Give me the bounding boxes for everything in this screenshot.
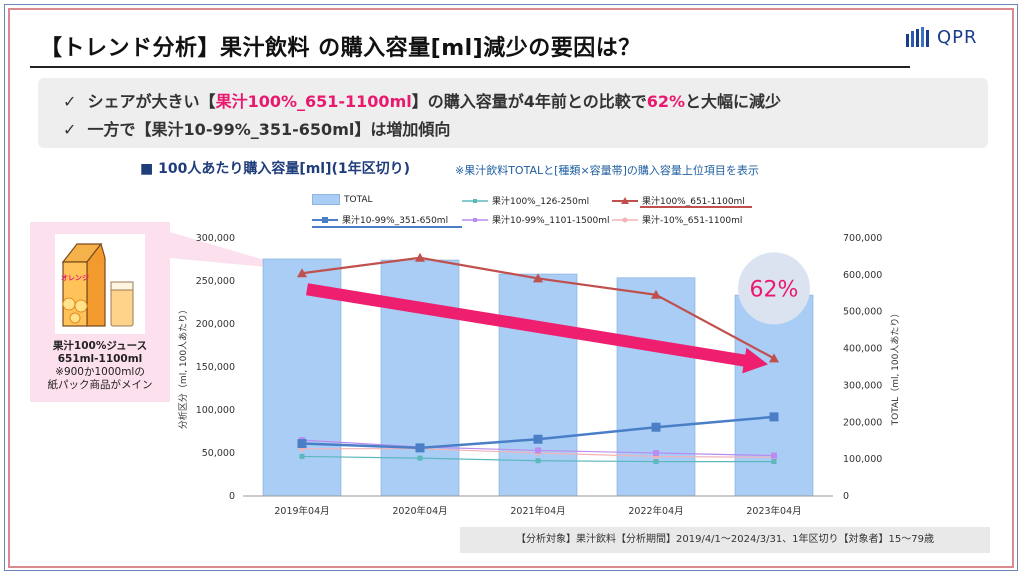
legend-underline-blue [312, 226, 462, 228]
summary-text: 】の購入容量が4年前との比較で [411, 92, 647, 111]
check-icon: ✓ [63, 120, 77, 139]
juice-title-2: 651ml-1100ml [57, 353, 143, 365]
juice-caption: 果汁100%ジュース 651ml-1100ml ※900か1000mlの 紙パッ… [30, 340, 170, 392]
summary-highlight: 果汁100%_651-1100ml [215, 92, 412, 111]
chart-note: ※果汁飲料TOTALと[種類×容量帯]の購入容量上位項目を表示 [455, 164, 759, 177]
legend-swatch [612, 217, 638, 222]
juice-panel: オレンジ 果汁100%ジュース 651ml-1100ml ※900か1000ml… [30, 222, 170, 402]
source-note: 【分析対象】果汁飲料【分析期間】2019/4/1～2024/3/31、1年区切り… [460, 527, 990, 553]
legend-label: 果汁10-99%_351-650ml [342, 216, 449, 226]
legend-underline-red [640, 206, 752, 208]
legend-label: 果汁-10%_651-1100ml [642, 216, 743, 226]
summary-text: 一方で【果汁10-99%_351-650ml】は増加傾向 [87, 120, 451, 139]
legend-label: 果汁100%_126-250ml [492, 197, 590, 207]
juice-note-1: ※900か1000mlの [55, 366, 145, 378]
outer-frame [4, 4, 1018, 571]
legend-swatch [312, 216, 338, 223]
inner-frame [8, 8, 1014, 568]
title-bar: 【トレンド分析】果汁飲料 の購入容量[ml]減少の要因は？ [30, 26, 910, 68]
legend-label: 果汁10-99%_1101-1500ml [492, 216, 610, 226]
summary-line-2: ✓ 一方で【果汁10-99%_351-650ml】は増加傾向 [63, 116, 450, 140]
legend-item-4: 果汁10-99%_1101-1500ml [462, 213, 610, 226]
summary-text: と大幅に減少 [685, 92, 782, 111]
qpr-logo-icon [906, 27, 929, 47]
summary-highlight: 62% [646, 92, 686, 111]
legend-item-5: 果汁-10%_651-1100ml [612, 213, 742, 226]
summary-box: ✓ シェアが大きい【果汁100%_651-1100ml】の購入容量が4年前との比… [38, 78, 988, 148]
legend-swatch [312, 194, 340, 205]
juice-title-1: 果汁100%ジュース [52, 340, 148, 352]
logo-text: QPR [937, 26, 978, 48]
legend-swatch [462, 198, 488, 203]
legend-item-total: TOTAL [312, 194, 373, 205]
legend-item-1: 果汁100%_126-250ml [462, 194, 589, 207]
check-icon: ✓ [63, 92, 77, 111]
legend-swatch [612, 196, 638, 204]
chart-heading: ■ 100人あたり購入容量[ml](1年区切り) [140, 161, 411, 177]
juice-note-2: 紙パック商品がメイン [47, 379, 153, 391]
legend-swatch [462, 217, 488, 222]
legend-label: TOTAL [344, 194, 373, 205]
orange-juice-illustration-icon: オレンジ [55, 234, 145, 334]
legend-item-3: 果汁10-99%_351-650ml [312, 213, 448, 226]
legend-label: 果汁100%_651-1100ml [642, 197, 745, 207]
legend-item-2: 果汁100%_651-1100ml [612, 194, 745, 207]
qpr-logo: QPR [905, 26, 978, 48]
page-title: 【トレンド分析】果汁飲料 の購入容量[ml]減少の要因は？ [40, 36, 641, 61]
summary-line-1: ✓ シェアが大きい【果汁100%_651-1100ml】の購入容量が4年前との比… [63, 88, 781, 112]
summary-text: シェアが大きい【 [87, 92, 216, 111]
pack-label: オレンジ [61, 274, 89, 282]
